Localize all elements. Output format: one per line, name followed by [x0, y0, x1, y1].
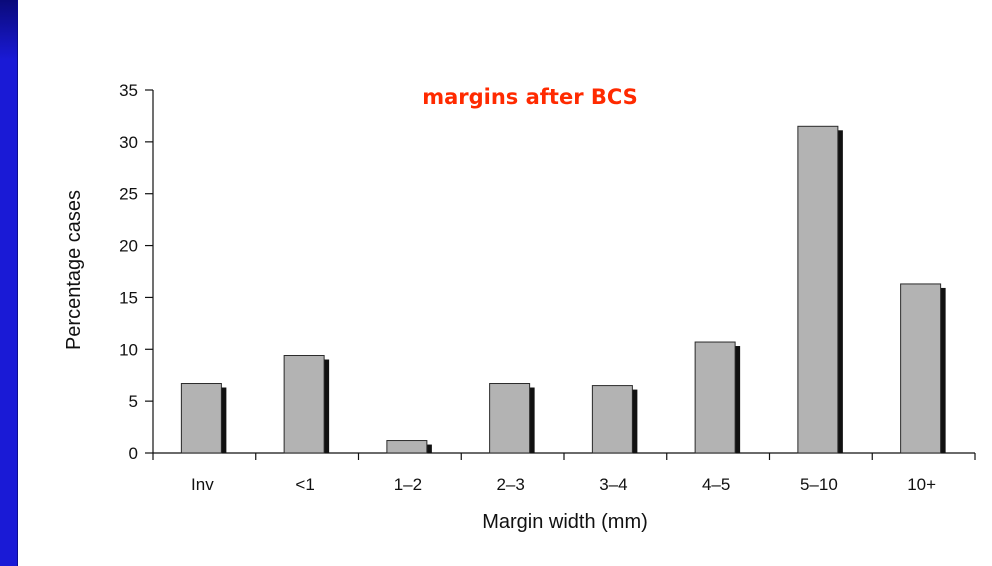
y-tick-label: 30: [119, 133, 138, 152]
bar: [797, 125, 839, 454]
x-tick-label: Inv: [191, 475, 214, 494]
x-tick-label: 5–10: [800, 475, 838, 494]
bar: [386, 440, 428, 454]
y-axis-ticks: 0 5 10 15 20 25 30 35: [119, 81, 153, 463]
y-tick-label: 0: [129, 444, 138, 463]
bar: [283, 355, 325, 454]
bars: [180, 125, 946, 454]
x-tick-label: <1: [295, 475, 314, 494]
y-tick-label: 20: [119, 237, 138, 256]
y-tick-label: 25: [119, 185, 138, 204]
bar: [489, 383, 531, 454]
x-axis-label: Margin width (mm): [482, 511, 648, 533]
bar: [900, 283, 942, 454]
x-tick-label: 4–5: [702, 475, 730, 494]
y-tick-label: 15: [119, 288, 138, 307]
x-tick-label: 2–3: [496, 475, 524, 494]
x-tick-label: 3–4: [599, 475, 627, 494]
x-tick-label: 10+: [907, 475, 936, 494]
bar: [180, 383, 222, 454]
bar: [694, 341, 736, 454]
chart-title: margins after BCS: [422, 85, 638, 109]
y-tick-label: 10: [119, 340, 138, 359]
y-axis-label: Percentage cases: [63, 190, 85, 350]
y-tick-label: 5: [129, 392, 138, 411]
y-tick-label: 35: [119, 81, 138, 100]
x-tick-label: 1–2: [394, 475, 422, 494]
bar: [591, 385, 633, 454]
x-axis-ticks: Inv <1 1–2 2–3 3–4 4–5 5–10 10+: [152, 453, 976, 494]
